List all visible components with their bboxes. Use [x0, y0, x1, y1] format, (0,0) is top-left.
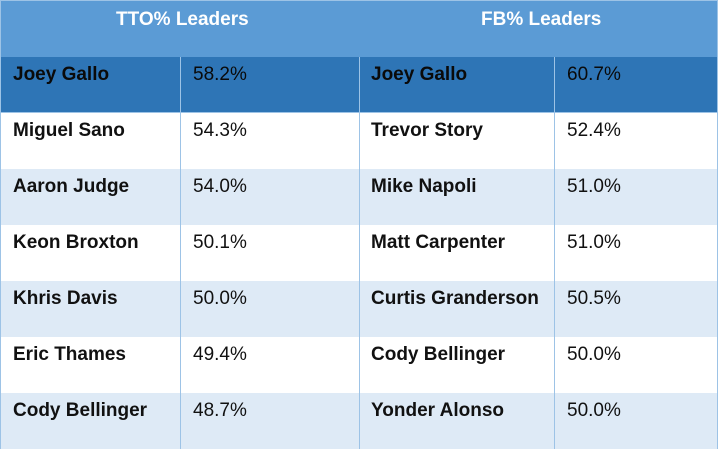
- tto-leaders-header: TTO% Leaders: [116, 9, 249, 30]
- fb-player-name: Matt Carpenter: [371, 232, 506, 253]
- tto-player-name: Khris Davis: [13, 288, 118, 309]
- table-header: TTO% Leaders FB% Leaders: [1, 1, 717, 57]
- fb-player-name: Trevor Story: [371, 120, 483, 141]
- tto-percentage: 50.0%: [193, 288, 247, 309]
- fb-player-name: Joey Gallo: [371, 64, 468, 85]
- tto-percentage: 50.1%: [193, 232, 247, 253]
- fb-percentage: 51.0%: [567, 176, 621, 197]
- fb-player-name: Cody Bellinger: [371, 344, 506, 365]
- tto-percentage: 58.2%: [193, 64, 247, 85]
- fb-percentage: 50.0%: [567, 344, 621, 365]
- column-divider: [554, 57, 555, 449]
- tto-percentage: 54.0%: [193, 176, 247, 197]
- tto-player-name: Eric Thames: [13, 344, 126, 365]
- fb-percentage: 50.5%: [567, 288, 621, 309]
- tto-percentage: 54.3%: [193, 120, 247, 141]
- tto-player-name: Keon Broxton: [13, 232, 139, 253]
- tto-percentage: 49.4%: [193, 344, 247, 365]
- fb-percentage: 60.7%: [567, 64, 621, 85]
- tto-percentage: 48.7%: [193, 400, 247, 421]
- fb-percentage: 50.0%: [567, 400, 621, 421]
- tto-player-name: Aaron Judge: [13, 176, 130, 197]
- row-divider: [1, 112, 717, 113]
- fb-player-name: Mike Napoli: [371, 176, 477, 197]
- column-divider: [359, 57, 360, 449]
- fb-player-name: Yonder Alonso: [371, 400, 504, 421]
- tto-player-name: Miguel Sano: [13, 120, 125, 141]
- tto-player-name: Cody Bellinger: [13, 400, 148, 421]
- fb-percentage: 52.4%: [567, 120, 621, 141]
- fb-percentage: 51.0%: [567, 232, 621, 253]
- fb-player-name: Curtis Granderson: [371, 288, 539, 309]
- fb-leaders-header: FB% Leaders: [481, 9, 602, 30]
- tto-player-name: Joey Gallo: [13, 64, 110, 85]
- column-divider: [180, 57, 181, 449]
